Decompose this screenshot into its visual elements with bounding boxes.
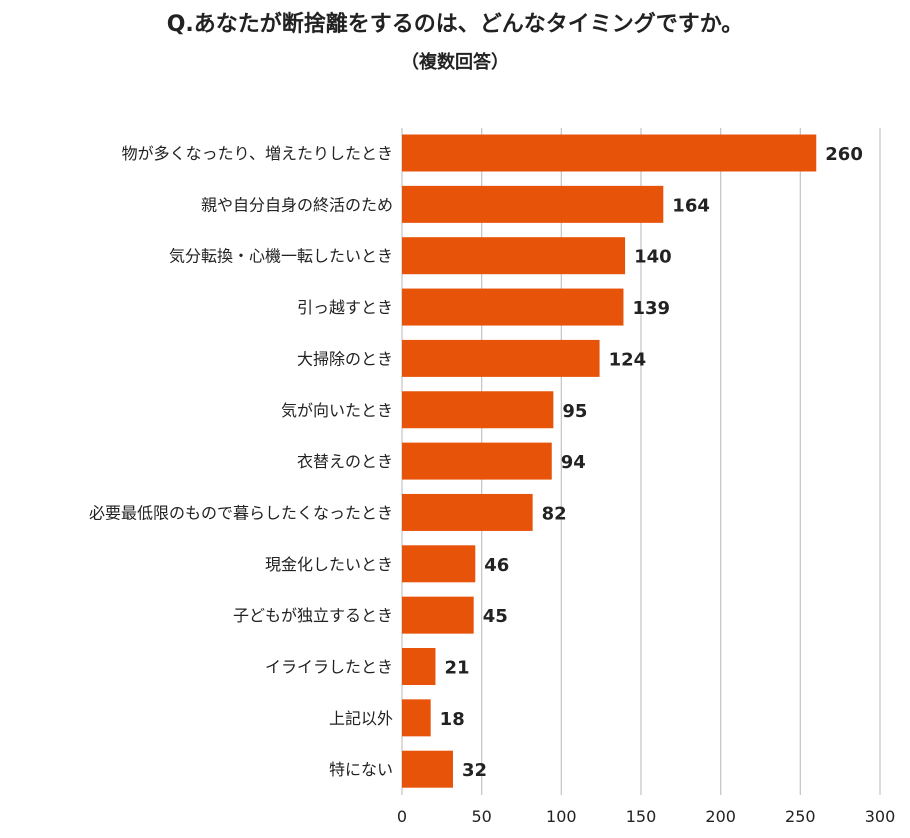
data-label: 45 — [483, 606, 508, 627]
category-label: 特にない — [329, 760, 393, 779]
data-label: 18 — [440, 709, 465, 730]
bar — [402, 750, 453, 788]
x-tick-label: 100 — [546, 807, 577, 826]
bar — [402, 596, 474, 634]
data-label: 124 — [609, 349, 647, 370]
data-label: 95 — [562, 401, 587, 422]
data-label: 46 — [484, 555, 509, 576]
category-label: 上記以外 — [329, 709, 393, 728]
bar — [402, 185, 664, 223]
bar — [402, 134, 817, 172]
data-label: 260 — [825, 144, 863, 165]
bar — [402, 699, 431, 737]
category-label: 大掃除のとき — [297, 349, 393, 368]
bar — [402, 339, 600, 377]
data-label: 32 — [462, 760, 487, 781]
bar — [402, 391, 554, 429]
x-tick-label: 150 — [626, 807, 657, 826]
category-label: 引っ越すとき — [297, 298, 393, 317]
bar — [402, 545, 476, 583]
x-tick-label: 300 — [865, 807, 896, 826]
bar — [402, 493, 533, 531]
x-tick-label: 0 — [397, 807, 407, 826]
category-label: 必要最低限のもので暮らしたくなったとき — [89, 503, 393, 522]
category-label: 現金化したいとき — [265, 555, 393, 574]
chart-subtitle: （複数回答） — [401, 52, 509, 73]
bar — [402, 442, 552, 480]
x-tick-label: 200 — [705, 807, 736, 826]
chart-title: Q.あなたが断捨離をするのは、どんなタイミングですか。 — [166, 12, 744, 37]
bar — [402, 288, 624, 326]
data-label: 140 — [634, 247, 672, 268]
category-label: 物が多くなったり、増えたりしたとき — [122, 144, 393, 163]
data-label: 139 — [632, 298, 670, 319]
x-tick-label: 50 — [471, 807, 491, 826]
data-label: 94 — [561, 452, 586, 473]
bar — [402, 648, 436, 685]
data-label: 21 — [444, 658, 469, 679]
category-label: 子どもが独立するとき — [233, 606, 393, 625]
category-label: 親や自分自身の終活のため — [201, 195, 393, 214]
x-tick-label: 250 — [785, 807, 816, 826]
category-label: イライラしたとき — [265, 658, 393, 677]
category-label: 気が向いたとき — [281, 401, 393, 420]
data-label: 164 — [672, 195, 710, 216]
data-label: 82 — [542, 503, 567, 524]
category-label: 気分転換・心機一転したいとき — [169, 247, 393, 266]
bar — [402, 237, 626, 275]
category-label: 衣替えのとき — [297, 452, 393, 471]
